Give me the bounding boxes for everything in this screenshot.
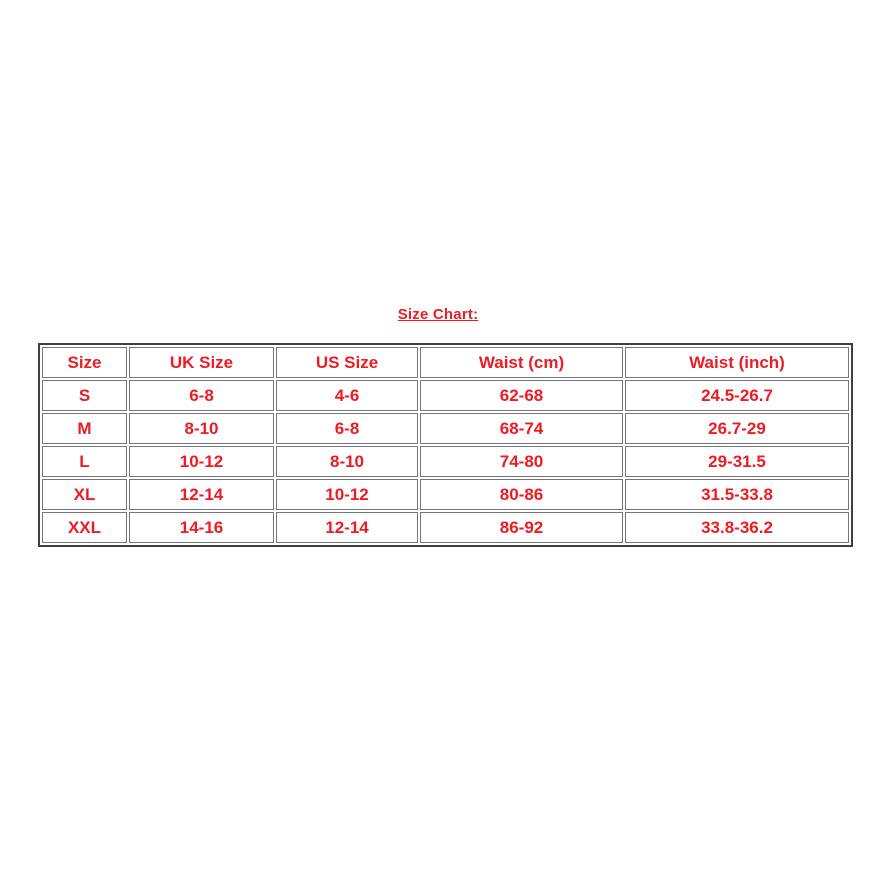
value-cell: 8-10 <box>276 446 418 477</box>
table-row: XXL 14-16 12-14 86-92 33.8-36.2 <box>42 512 849 543</box>
value-cell: 26.7-29 <box>625 413 849 444</box>
size-label-cell: S <box>42 380 127 411</box>
column-header: Waist (inch) <box>625 347 849 378</box>
table-header-row: Size UK Size US Size Waist (cm) Waist (inch) <box>42 347 849 378</box>
value-cell: 12-14 <box>129 479 274 510</box>
column-header: Size <box>42 347 127 378</box>
value-cell: 6-8 <box>276 413 418 444</box>
column-header: Waist (cm) <box>420 347 623 378</box>
value-cell: 68-74 <box>420 413 623 444</box>
size-label-cell: M <box>42 413 127 444</box>
column-header: US Size <box>276 347 418 378</box>
value-cell: 6-8 <box>129 380 274 411</box>
size-label-cell: XXL <box>42 512 127 543</box>
column-header: UK Size <box>129 347 274 378</box>
value-cell: 4-6 <box>276 380 418 411</box>
value-cell: 12-14 <box>276 512 418 543</box>
value-cell: 31.5-33.8 <box>625 479 849 510</box>
value-cell: 8-10 <box>129 413 274 444</box>
value-cell: 80-86 <box>420 479 623 510</box>
table-row: M 8-10 6-8 68-74 26.7-29 <box>42 413 849 444</box>
page-title: Size Chart: <box>397 306 479 323</box>
value-cell: 74-80 <box>420 446 623 477</box>
size-chart-table: Size UK Size US Size Waist (cm) Waist (inch)… <box>38 343 853 547</box>
table-row: S 6-8 4-6 62-68 24.5-26.7 <box>42 380 849 411</box>
table-body: S 6-8 4-6 62-68 24.5-26.7 M 8-10 6-8 68-74 26.7-2… <box>42 380 849 543</box>
value-cell: 86-92 <box>420 512 623 543</box>
value-cell: 62-68 <box>420 380 623 411</box>
value-cell: 10-12 <box>129 446 274 477</box>
value-cell: 14-16 <box>129 512 274 543</box>
value-cell: 29-31.5 <box>625 446 849 477</box>
table-row: L 10-12 8-10 74-80 29-31.5 <box>42 446 849 477</box>
value-cell: 24.5-26.7 <box>625 380 849 411</box>
value-cell: 33.8-36.2 <box>625 512 849 543</box>
size-label-cell: L <box>42 446 127 477</box>
value-cell: 10-12 <box>276 479 418 510</box>
size-label-cell: XL <box>42 479 127 510</box>
table-header: Size UK Size US Size Waist (cm) Waist (inch) <box>42 347 849 378</box>
table-row: XL 12-14 10-12 80-86 31.5-33.8 <box>42 479 849 510</box>
